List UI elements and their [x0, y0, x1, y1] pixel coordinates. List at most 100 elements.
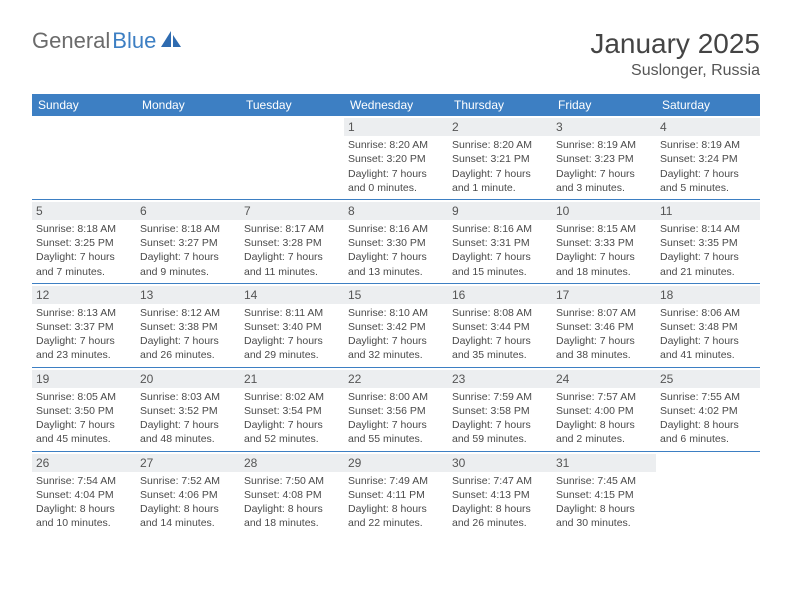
day-number: 11: [656, 202, 760, 220]
daylight-text: Daylight: 7 hours and 38 minutes.: [556, 334, 652, 362]
day-cell: 29Sunrise: 7:49 AMSunset: 4:11 PMDayligh…: [344, 452, 448, 535]
page-header: General Blue January 2025 Suslonger, Rus…: [0, 0, 792, 88]
sunset-text: Sunset: 4:11 PM: [348, 488, 444, 502]
title-block: January 2025 Suslonger, Russia: [590, 28, 760, 80]
weekday-header: Tuesday: [240, 94, 344, 116]
day-number: 14: [240, 286, 344, 304]
daylight-text: Daylight: 8 hours and 22 minutes.: [348, 502, 444, 530]
day-cell: 28Sunrise: 7:50 AMSunset: 4:08 PMDayligh…: [240, 452, 344, 535]
day-number: 10: [552, 202, 656, 220]
daylight-text: Daylight: 7 hours and 18 minutes.: [556, 250, 652, 278]
weekday-header-row: Sunday Monday Tuesday Wednesday Thursday…: [32, 94, 760, 116]
day-cell: [240, 116, 344, 199]
day-cell: 18Sunrise: 8:06 AMSunset: 3:48 PMDayligh…: [656, 284, 760, 367]
daylight-text: Daylight: 7 hours and 48 minutes.: [140, 418, 236, 446]
daylight-text: Daylight: 7 hours and 26 minutes.: [140, 334, 236, 362]
sunrise-text: Sunrise: 7:45 AM: [556, 474, 652, 488]
sunset-text: Sunset: 3:25 PM: [36, 236, 132, 250]
sunset-text: Sunset: 3:33 PM: [556, 236, 652, 250]
day-number: 21: [240, 370, 344, 388]
day-number: 26: [32, 454, 136, 472]
daylight-text: Daylight: 7 hours and 32 minutes.: [348, 334, 444, 362]
day-number: 20: [136, 370, 240, 388]
day-number: 19: [32, 370, 136, 388]
day-cell: 11Sunrise: 8:14 AMSunset: 3:35 PMDayligh…: [656, 200, 760, 283]
week-row: 12Sunrise: 8:13 AMSunset: 3:37 PMDayligh…: [32, 284, 760, 368]
day-number: 9: [448, 202, 552, 220]
day-number: 23: [448, 370, 552, 388]
sunrise-text: Sunrise: 7:57 AM: [556, 390, 652, 404]
daylight-text: Daylight: 8 hours and 18 minutes.: [244, 502, 340, 530]
daylight-text: Daylight: 7 hours and 0 minutes.: [348, 167, 444, 195]
day-cell: 8Sunrise: 8:16 AMSunset: 3:30 PMDaylight…: [344, 200, 448, 283]
day-cell: 12Sunrise: 8:13 AMSunset: 3:37 PMDayligh…: [32, 284, 136, 367]
day-cell: 25Sunrise: 7:55 AMSunset: 4:02 PMDayligh…: [656, 368, 760, 451]
day-number: 12: [32, 286, 136, 304]
day-number: 1: [344, 118, 448, 136]
logo-text-blue: Blue: [112, 28, 156, 54]
day-number: 18: [656, 286, 760, 304]
sunset-text: Sunset: 4:08 PM: [244, 488, 340, 502]
sunset-text: Sunset: 3:31 PM: [452, 236, 548, 250]
daylight-text: Daylight: 8 hours and 30 minutes.: [556, 502, 652, 530]
sunrise-text: Sunrise: 8:17 AM: [244, 222, 340, 236]
location-label: Suslonger, Russia: [590, 62, 760, 80]
sunrise-text: Sunrise: 7:52 AM: [140, 474, 236, 488]
daylight-text: Daylight: 7 hours and 7 minutes.: [36, 250, 132, 278]
daylight-text: Daylight: 7 hours and 59 minutes.: [452, 418, 548, 446]
sunset-text: Sunset: 4:02 PM: [660, 404, 756, 418]
day-cell: 6Sunrise: 8:18 AMSunset: 3:27 PMDaylight…: [136, 200, 240, 283]
month-title: January 2025: [590, 28, 760, 60]
sunrise-text: Sunrise: 8:19 AM: [660, 138, 756, 152]
week-row: 19Sunrise: 8:05 AMSunset: 3:50 PMDayligh…: [32, 368, 760, 452]
daylight-text: Daylight: 8 hours and 14 minutes.: [140, 502, 236, 530]
daylight-text: Daylight: 8 hours and 2 minutes.: [556, 418, 652, 446]
day-number: 3: [552, 118, 656, 136]
day-number: 24: [552, 370, 656, 388]
sunrise-text: Sunrise: 8:13 AM: [36, 306, 132, 320]
day-cell: 13Sunrise: 8:12 AMSunset: 3:38 PMDayligh…: [136, 284, 240, 367]
sunrise-text: Sunrise: 8:18 AM: [36, 222, 132, 236]
sunset-text: Sunset: 3:21 PM: [452, 152, 548, 166]
sunrise-text: Sunrise: 7:49 AM: [348, 474, 444, 488]
sunrise-text: Sunrise: 8:08 AM: [452, 306, 548, 320]
sunrise-text: Sunrise: 8:12 AM: [140, 306, 236, 320]
sunset-text: Sunset: 3:56 PM: [348, 404, 444, 418]
day-number: 22: [344, 370, 448, 388]
sunrise-text: Sunrise: 8:16 AM: [452, 222, 548, 236]
sunset-text: Sunset: 4:13 PM: [452, 488, 548, 502]
sunrise-text: Sunrise: 8:07 AM: [556, 306, 652, 320]
daylight-text: Daylight: 7 hours and 52 minutes.: [244, 418, 340, 446]
day-cell: 2Sunrise: 8:20 AMSunset: 3:21 PMDaylight…: [448, 116, 552, 199]
sunrise-text: Sunrise: 8:18 AM: [140, 222, 236, 236]
day-cell: 5Sunrise: 8:18 AMSunset: 3:25 PMDaylight…: [32, 200, 136, 283]
daylight-text: Daylight: 7 hours and 5 minutes.: [660, 167, 756, 195]
weekday-header: Sunday: [32, 94, 136, 116]
week-row: 5Sunrise: 8:18 AMSunset: 3:25 PMDaylight…: [32, 200, 760, 284]
logo-text-general: General: [32, 28, 110, 54]
day-number: 13: [136, 286, 240, 304]
sunrise-text: Sunrise: 8:11 AM: [244, 306, 340, 320]
weekday-header: Monday: [136, 94, 240, 116]
sunrise-text: Sunrise: 7:47 AM: [452, 474, 548, 488]
day-cell: 7Sunrise: 8:17 AMSunset: 3:28 PMDaylight…: [240, 200, 344, 283]
daylight-text: Daylight: 7 hours and 23 minutes.: [36, 334, 132, 362]
day-cell: 31Sunrise: 7:45 AMSunset: 4:15 PMDayligh…: [552, 452, 656, 535]
sunrise-text: Sunrise: 8:15 AM: [556, 222, 652, 236]
sunset-text: Sunset: 3:35 PM: [660, 236, 756, 250]
sunrise-text: Sunrise: 8:06 AM: [660, 306, 756, 320]
day-cell: 19Sunrise: 8:05 AMSunset: 3:50 PMDayligh…: [32, 368, 136, 451]
logo: General Blue: [32, 28, 182, 54]
sunset-text: Sunset: 3:30 PM: [348, 236, 444, 250]
day-number: 4: [656, 118, 760, 136]
day-cell: 27Sunrise: 7:52 AMSunset: 4:06 PMDayligh…: [136, 452, 240, 535]
day-number: 16: [448, 286, 552, 304]
sunrise-text: Sunrise: 8:02 AM: [244, 390, 340, 404]
weekday-header: Wednesday: [344, 94, 448, 116]
sunrise-text: Sunrise: 8:20 AM: [452, 138, 548, 152]
day-cell: 15Sunrise: 8:10 AMSunset: 3:42 PMDayligh…: [344, 284, 448, 367]
day-cell: 4Sunrise: 8:19 AMSunset: 3:24 PMDaylight…: [656, 116, 760, 199]
daylight-text: Daylight: 7 hours and 55 minutes.: [348, 418, 444, 446]
day-number: 6: [136, 202, 240, 220]
sunset-text: Sunset: 4:15 PM: [556, 488, 652, 502]
